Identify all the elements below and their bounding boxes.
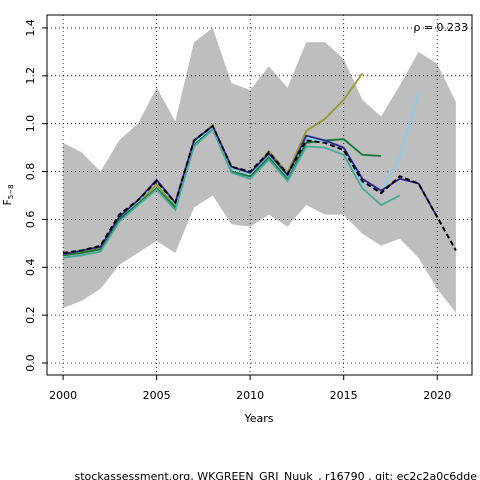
y-tick-label: 0.4 (24, 259, 37, 277)
plot-frame (46, 14, 473, 376)
footer: stockassessment.org, WKGREEN_GRI_Nuuk_, … (75, 470, 478, 480)
x-tick-label: 2005 (143, 389, 171, 402)
y-tick-label: 1.0 (24, 115, 37, 133)
x-tick-label: 2015 (330, 389, 358, 402)
y-tick-label: 0.2 (24, 306, 37, 324)
y-label-sub: 5−8 (7, 184, 15, 199)
series-line (62, 124, 438, 256)
annotation: ρ = 0.233 (413, 21, 468, 34)
y-tick-label: 0.6 (24, 211, 37, 229)
y-tick-label: 0.8 (24, 163, 37, 181)
x-tick-label: 2020 (423, 389, 451, 402)
y-tick-label: 0.0 (24, 354, 37, 372)
x-axis-label: Years (243, 412, 273, 425)
plot-area (47, 15, 472, 375)
y-tick-label: 1.4 (24, 19, 37, 36)
x-tick-label: 2000 (49, 389, 77, 402)
y-label-main: F (1, 199, 14, 205)
x-tick-label: 2010 (236, 389, 264, 402)
y-tick-label: 1.2 (24, 67, 37, 85)
y-axis-label: F5−8 (1, 184, 15, 205)
series-line (62, 128, 401, 259)
